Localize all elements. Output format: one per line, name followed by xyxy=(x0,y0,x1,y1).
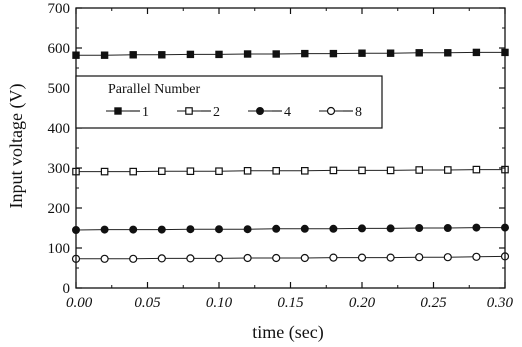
legend-marker xyxy=(185,107,193,115)
data-point xyxy=(472,48,481,57)
series-line xyxy=(76,51,505,56)
x-tick-label: 0.25 xyxy=(420,295,447,311)
x-tick-label: 0.00 xyxy=(66,295,93,311)
y-tick-label: 700 xyxy=(48,1,71,17)
x-tick-label: 0.10 xyxy=(206,295,233,311)
y-tick-label: 500 xyxy=(48,81,71,97)
data-point xyxy=(472,252,481,261)
data-point xyxy=(300,253,309,263)
data-point xyxy=(214,254,224,263)
data-point xyxy=(415,224,424,232)
data-point xyxy=(472,165,481,174)
data-point xyxy=(301,49,309,58)
y-tick-label: 600 xyxy=(48,41,71,57)
series-4 xyxy=(72,223,509,234)
data-point xyxy=(415,49,423,57)
legend-label: 1 xyxy=(142,105,149,120)
data-point xyxy=(129,167,138,176)
data-point xyxy=(215,167,223,176)
legend-label: 2 xyxy=(213,105,220,120)
data-point xyxy=(301,167,309,175)
data-point xyxy=(444,49,452,57)
data-point xyxy=(243,50,252,58)
data-point xyxy=(100,167,109,176)
data-point xyxy=(300,224,309,233)
y-tick-label: 400 xyxy=(48,121,71,137)
data-point xyxy=(386,224,395,233)
data-point xyxy=(329,253,338,262)
data-point xyxy=(358,224,366,233)
y-tick-label: 100 xyxy=(48,241,71,257)
data-point xyxy=(358,49,366,57)
data-point xyxy=(386,49,395,57)
x-tick-label: 0.15 xyxy=(277,295,304,311)
data-point xyxy=(157,225,166,234)
data-point xyxy=(386,253,395,262)
data-point xyxy=(272,224,281,233)
data-point xyxy=(386,166,395,175)
data-point xyxy=(100,51,109,59)
data-point xyxy=(357,253,367,262)
plot-area xyxy=(71,48,510,263)
legend-label: 4 xyxy=(284,105,291,120)
data-point xyxy=(272,253,281,263)
legend-marker xyxy=(114,107,122,115)
data-point xyxy=(272,167,281,175)
data-point xyxy=(100,254,109,263)
data-point xyxy=(415,166,424,174)
series-1 xyxy=(72,48,509,59)
y-tick-label: 300 xyxy=(48,161,71,177)
y-tick-label: 200 xyxy=(48,201,71,217)
data-point xyxy=(158,167,166,176)
series-2 xyxy=(72,165,509,176)
series-line xyxy=(76,169,505,173)
series-line xyxy=(76,255,506,260)
data-point xyxy=(329,49,338,58)
data-point xyxy=(243,253,252,263)
data-point xyxy=(358,166,366,175)
data-point xyxy=(158,51,166,59)
x-tick-label: 0.05 xyxy=(134,295,161,311)
data-point xyxy=(444,166,452,174)
legend-box xyxy=(75,75,383,129)
data-point xyxy=(186,50,195,59)
data-point xyxy=(443,224,452,232)
data-point xyxy=(443,253,452,262)
data-point xyxy=(129,254,138,263)
data-point xyxy=(100,225,109,234)
data-point xyxy=(415,253,424,262)
data-point xyxy=(129,51,137,59)
x-tick-label: 0.30 xyxy=(487,295,514,311)
data-point xyxy=(157,254,166,263)
data-point xyxy=(272,50,280,58)
data-point xyxy=(186,254,195,263)
data-point xyxy=(329,224,338,233)
data-point xyxy=(186,225,195,234)
plot-frame xyxy=(75,7,506,289)
legend-marker xyxy=(326,106,336,116)
series-line xyxy=(75,227,505,231)
data-point xyxy=(243,225,252,234)
data-point xyxy=(215,225,223,234)
legend: Parallel Number 1 2 4 8 xyxy=(75,75,383,129)
legend-marker xyxy=(256,107,264,115)
y-axis-label: Input voltage (V) xyxy=(6,84,27,209)
data-point xyxy=(129,225,138,234)
data-point xyxy=(243,167,252,175)
legend-label: 8 xyxy=(355,105,362,120)
data-point xyxy=(472,223,481,232)
data-point xyxy=(215,50,223,59)
y-tick-label: 0 xyxy=(63,281,71,297)
data-point xyxy=(329,166,338,175)
x-axis-label: time (sec) xyxy=(252,322,323,343)
legend-title: Parallel Number xyxy=(108,82,200,97)
axes: 0 100 200 300 400 500 600 700 0.00 0.05 0.10 0.15 0.… xyxy=(48,1,514,311)
series-8 xyxy=(71,252,510,263)
x-tick-label: 0.20 xyxy=(349,295,376,311)
data-point xyxy=(186,167,195,176)
